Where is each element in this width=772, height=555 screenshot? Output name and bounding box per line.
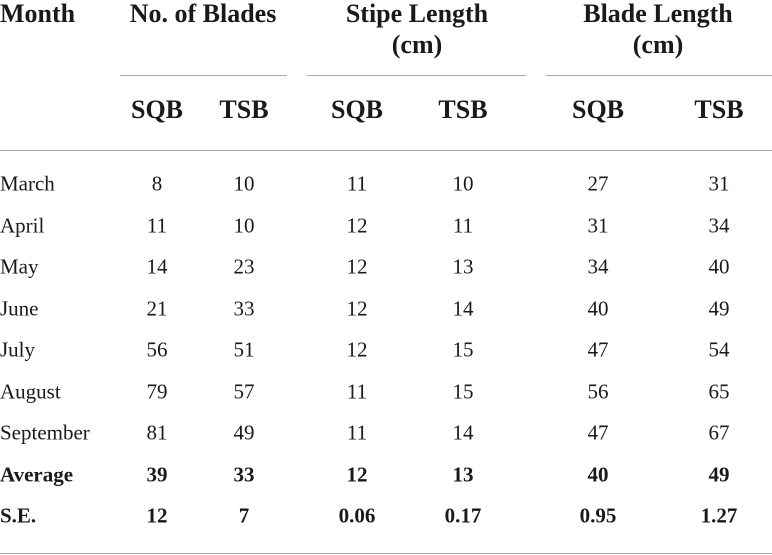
group-rule <box>546 75 772 76</box>
cell: 33 <box>233 462 255 486</box>
group-rule <box>307 75 526 76</box>
cell: 49 <box>233 420 255 445</box>
cell: 40 <box>587 296 609 320</box>
cell: 14 <box>452 420 474 445</box>
cell: 14 <box>146 254 168 279</box>
cell: 54 <box>708 337 730 362</box>
cell: 14 <box>452 296 474 320</box>
sub-header: TSB <box>438 95 488 124</box>
cell: 79 <box>146 379 168 403</box>
sub-header: TSB <box>219 95 269 124</box>
cell: 12 <box>146 503 168 528</box>
header-rule <box>0 150 772 151</box>
group-rule <box>120 75 287 76</box>
cell: 10 <box>233 213 255 237</box>
cell: 51 <box>233 337 255 362</box>
row-label: Average <box>0 462 74 486</box>
group-header: (cm) <box>391 30 443 59</box>
cell: 81 <box>146 420 168 445</box>
cell: 40 <box>587 462 609 486</box>
cell: 56 <box>587 379 609 403</box>
group-header: Stipe Length <box>345 0 489 28</box>
cell: 11 <box>346 420 368 445</box>
cell: 27 <box>587 171 609 196</box>
cell: 11 <box>346 379 368 403</box>
cell: 15 <box>452 379 474 403</box>
row-label: September <box>0 420 90 445</box>
cell: 10 <box>233 171 255 196</box>
row-label: April <box>0 213 45 237</box>
cell: 12 <box>346 213 368 237</box>
bottom-rule <box>0 553 772 554</box>
cell: 56 <box>146 337 168 362</box>
sub-header: SQB <box>571 95 625 124</box>
cell: 33 <box>233 296 255 320</box>
cell: 47 <box>587 420 609 445</box>
cell: 0.95 <box>579 503 617 528</box>
cell: 21 <box>146 296 168 320</box>
row-label: May <box>0 254 39 279</box>
cell: 31 <box>587 213 609 237</box>
cell: 11 <box>146 213 168 237</box>
cell: 11 <box>346 171 368 196</box>
cell: 47 <box>587 337 609 362</box>
row-label: S.E. <box>0 503 37 528</box>
cell: 0.17 <box>444 503 482 528</box>
group-header: No. of Blades <box>129 0 277 28</box>
sub-header: TSB <box>694 95 744 124</box>
cell: 31 <box>708 171 730 196</box>
cell: 0.06 <box>338 503 376 528</box>
cell: 13 <box>452 462 474 486</box>
row-label: March <box>0 171 55 196</box>
row-label: June <box>0 296 39 320</box>
group-header: Blade Length <box>583 0 733 28</box>
cell: 12 <box>346 337 368 362</box>
row-label: August <box>0 379 61 403</box>
cell: 67 <box>708 420 730 445</box>
cell: 11 <box>452 213 474 237</box>
cell: 12 <box>346 254 368 279</box>
month-header: Month <box>0 0 76 28</box>
cell: 57 <box>233 379 255 403</box>
cell: 12 <box>346 296 368 320</box>
cell: 40 <box>708 254 730 279</box>
cell: 34 <box>587 254 609 279</box>
cell: 39 <box>146 462 168 486</box>
cell: 23 <box>233 254 255 279</box>
sub-header: SQB <box>330 95 384 124</box>
cell: 8 <box>151 171 163 196</box>
cell: 15 <box>452 337 474 362</box>
cell: 10 <box>452 171 474 196</box>
cell: 1.27 <box>700 503 738 528</box>
group-header: (cm) <box>632 30 684 59</box>
row-label: July <box>0 337 36 362</box>
cell: 7 <box>238 503 250 528</box>
cell: 49 <box>708 462 730 486</box>
cell: 65 <box>708 379 730 403</box>
cell: 34 <box>708 213 730 237</box>
cell: 49 <box>708 296 730 320</box>
cell: 12 <box>346 462 368 486</box>
cell: 13 <box>452 254 474 279</box>
sub-header: SQB <box>130 95 184 124</box>
